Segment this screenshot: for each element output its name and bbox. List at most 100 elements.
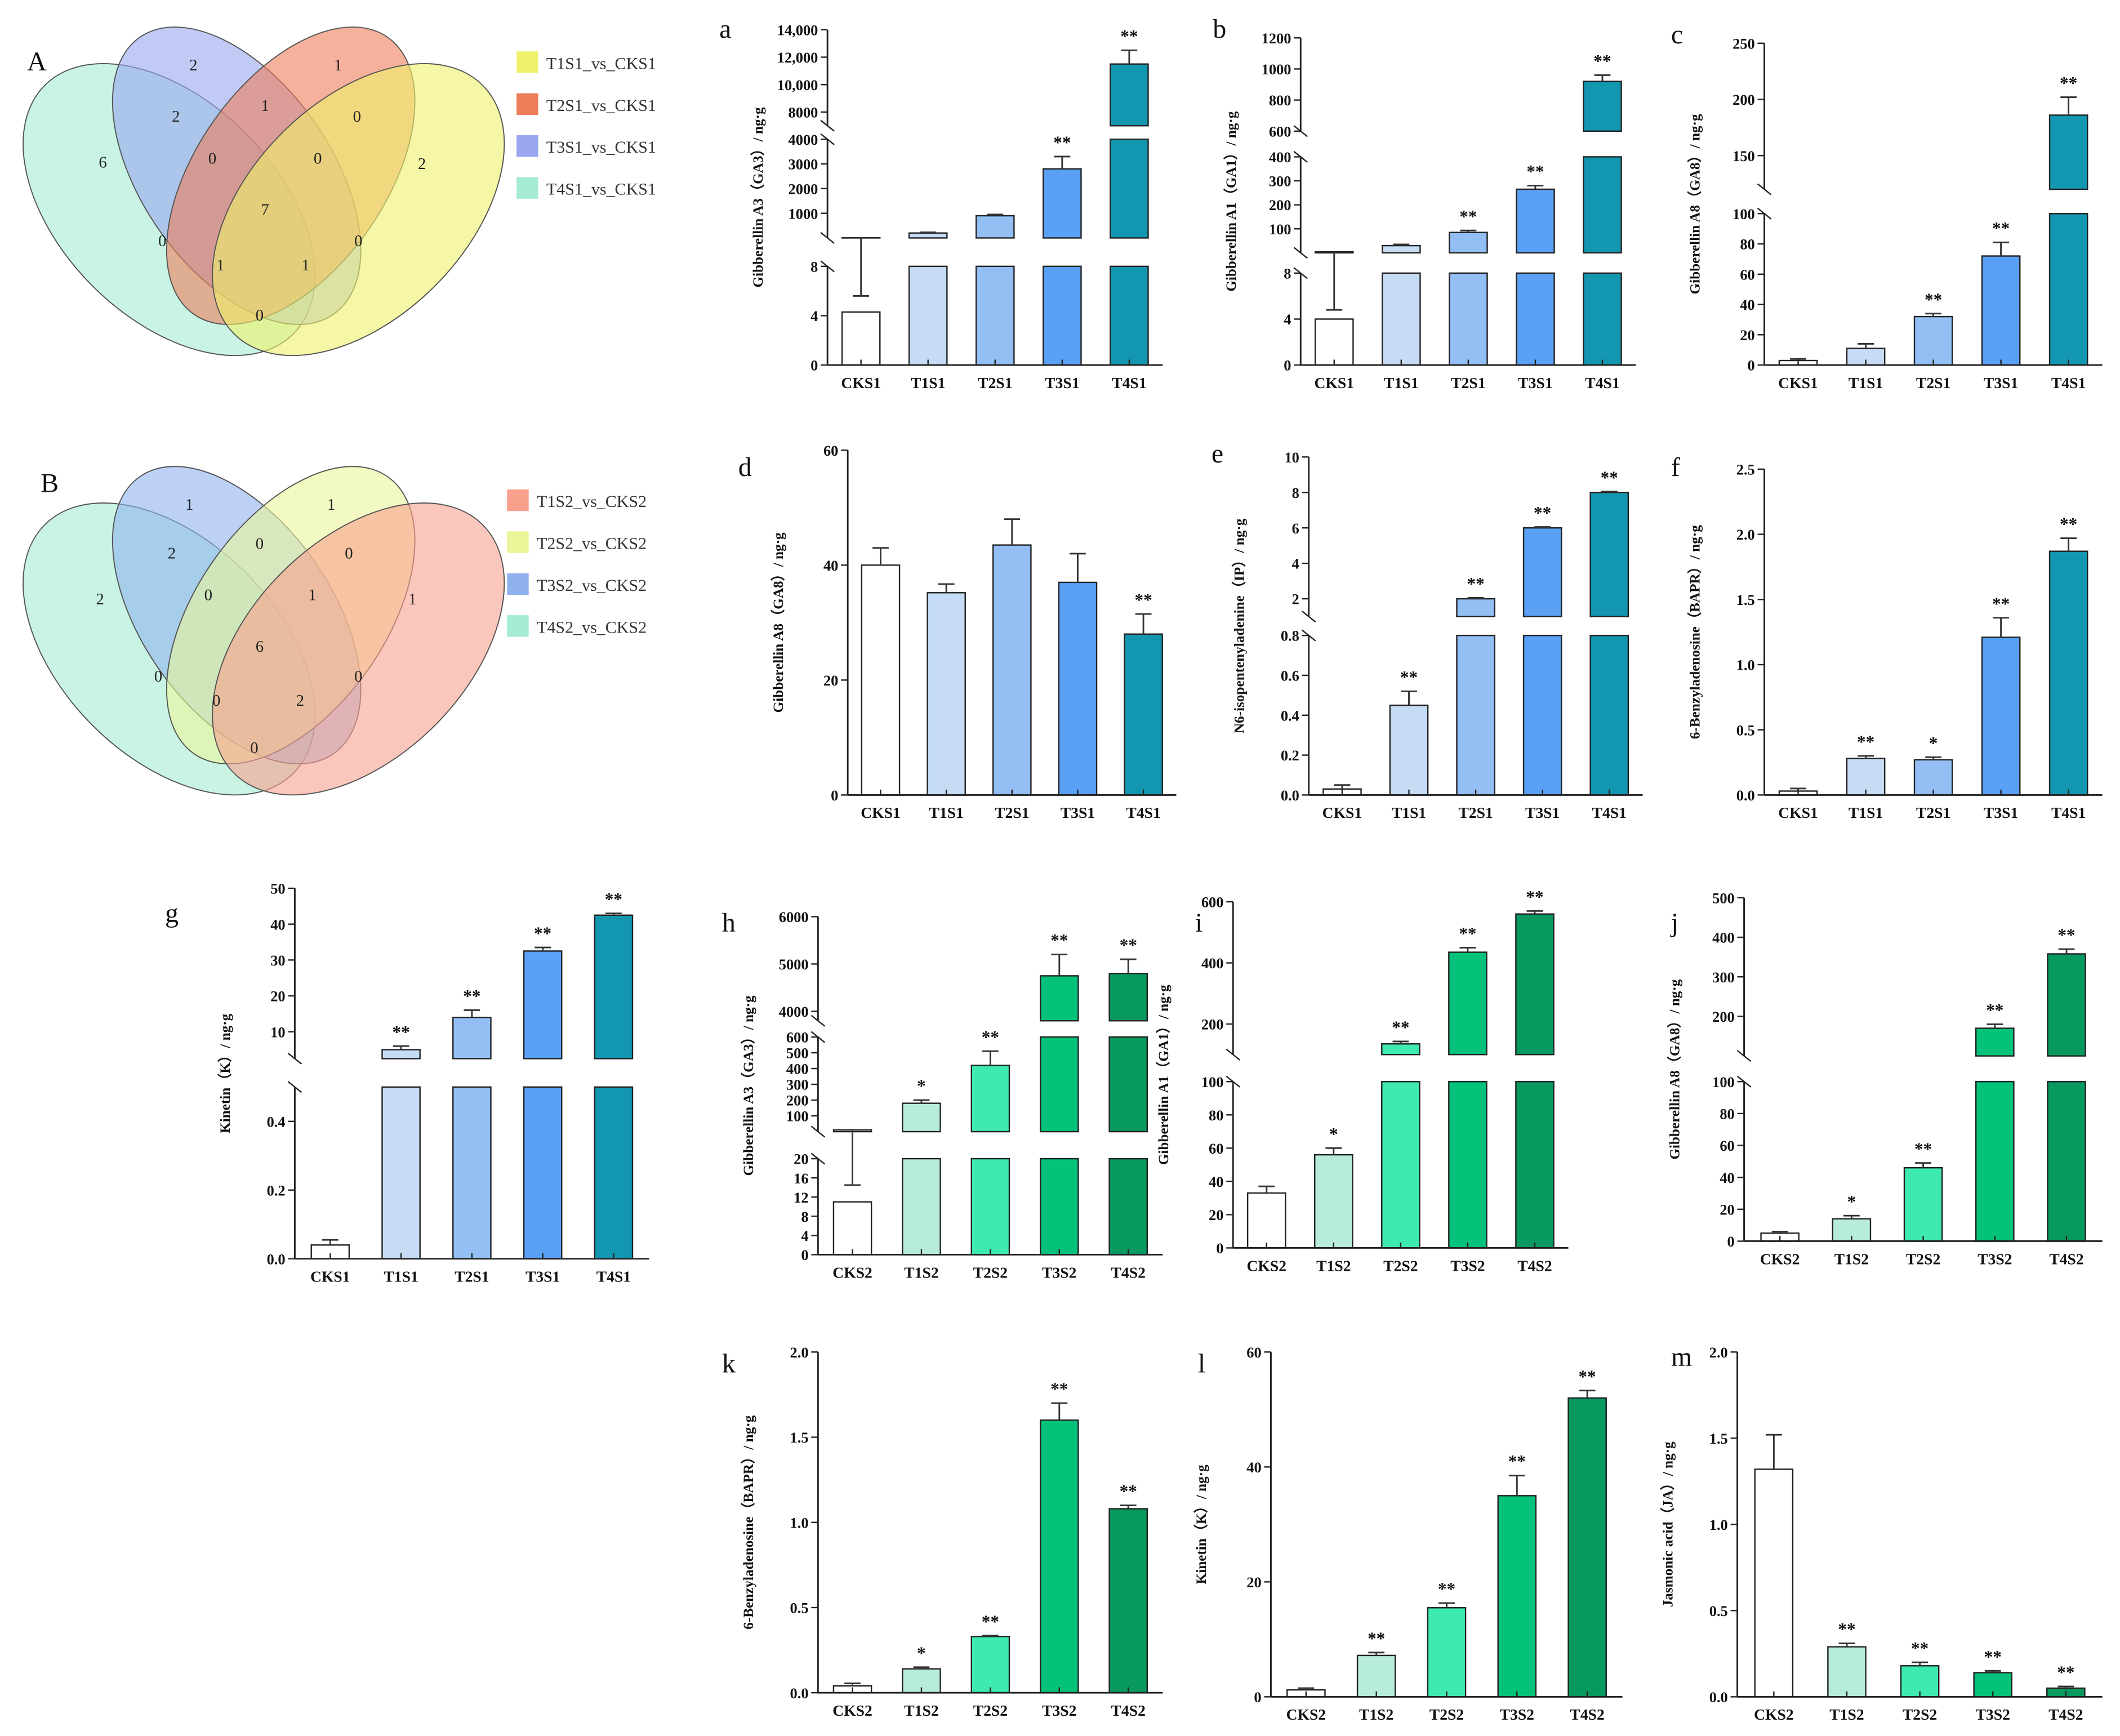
x-tick-label: T2S2 bbox=[1906, 1250, 1940, 1267]
y-tick-label: 10 bbox=[1284, 449, 1299, 466]
bar-chart-m: m CKS2 ** T1S2 ** T2S2 ** T3S2 ** T4S2 0.0 0.5 1.0 1.… bbox=[1659, 1342, 2103, 1723]
venn-region-count: 0 bbox=[256, 306, 264, 324]
venn-region-count: 6 bbox=[256, 638, 264, 656]
significance-marker: ** bbox=[1438, 1579, 1455, 1599]
bar-T3S1: ** bbox=[1522, 503, 1562, 796]
bar-T3S2: ** bbox=[1039, 931, 1079, 1256]
y-tick-label: 8 bbox=[1284, 265, 1291, 282]
legend-label: T4S1_vs_CKS1 bbox=[546, 180, 656, 199]
bar-T3S2: ** bbox=[1973, 1647, 2013, 1698]
y-tick-label: 1.0 bbox=[790, 1514, 809, 1531]
panel-letter: b bbox=[1213, 14, 1226, 44]
y-tick-label: 0.5 bbox=[1736, 722, 1755, 738]
bar-chart-a: a CKS1 T1S1 T2S1 ** T3S1 ** T4S1 0 4 8 1000 2000 3000… bbox=[719, 14, 1163, 391]
x-tick-label: T3S2 bbox=[1042, 1702, 1076, 1719]
y-tick-label: 4000 bbox=[789, 131, 818, 148]
y-axis-label: Gibberellin A8（GA8）/ ng·g bbox=[1686, 114, 1703, 294]
y-tick-label: 0 bbox=[1727, 1233, 1735, 1250]
y-tick-label: 80 bbox=[1740, 236, 1754, 253]
bar-T3S1: ** bbox=[523, 924, 563, 1259]
x-tick-label: T1S2 bbox=[904, 1263, 938, 1281]
axis-break-mark bbox=[1736, 1075, 1752, 1088]
panel-letter: j bbox=[1670, 908, 1678, 938]
axis-break-mark bbox=[820, 260, 835, 273]
x-tick-label: T3S1 bbox=[1518, 374, 1552, 391]
x-tick-label: T1S2 bbox=[904, 1702, 938, 1719]
y-tick-label: 2.5 bbox=[1736, 461, 1755, 478]
y-tick-label: 200 bbox=[1732, 91, 1755, 108]
bar-segment bbox=[1981, 636, 2021, 796]
x-tick-label: T4S2 bbox=[1111, 1263, 1146, 1281]
y-tick-label: 12,000 bbox=[777, 49, 818, 66]
bar-segment bbox=[1981, 255, 2021, 366]
x-tick-label: CKS2 bbox=[832, 1702, 872, 1719]
bar-chart-f: f CKS1 ** T1S1 * T2S1 ** T3S1 ** T4S1 0.0 0.5 1.0 1.5… bbox=[1671, 452, 2103, 821]
y-tick-label: 1000 bbox=[789, 205, 818, 222]
bar-T1S1 bbox=[927, 583, 966, 796]
significance-marker: ** bbox=[1857, 732, 1874, 752]
x-tick-label: CKS1 bbox=[841, 374, 881, 391]
x-tick-label: T2S1 bbox=[1916, 804, 1950, 821]
venn-region-count: 2 bbox=[418, 155, 426, 173]
bar-T4S1: ** bbox=[1124, 590, 1163, 796]
bar-segment bbox=[1108, 973, 1148, 1022]
panel-letter: h bbox=[722, 908, 736, 938]
bar-segment bbox=[1427, 1607, 1467, 1698]
y-tick-label: 400 bbox=[1201, 955, 1224, 972]
y-tick-label: 8000 bbox=[789, 104, 818, 121]
bar-segment bbox=[1108, 1508, 1148, 1694]
y-tick-label: 8 bbox=[810, 258, 818, 275]
x-tick-label: T2S2 bbox=[973, 1702, 1008, 1719]
y-tick-label: 20 bbox=[1720, 1201, 1734, 1218]
significance-marker: ** bbox=[1925, 290, 1942, 309]
bar-T1S1 bbox=[908, 231, 948, 366]
y-tick-label: 400 bbox=[1269, 149, 1291, 166]
y-tick-label: 0.0 bbox=[267, 1250, 286, 1267]
venn-region-count: 1 bbox=[261, 97, 269, 115]
bar-T2S1: ** bbox=[1449, 207, 1488, 366]
significance-marker: ** bbox=[1135, 590, 1152, 610]
y-tick-label: 100 bbox=[1712, 1074, 1735, 1090]
panel-letter: l bbox=[1198, 1348, 1205, 1378]
y-tick-label: 150 bbox=[1732, 148, 1755, 164]
legend-swatch bbox=[507, 531, 529, 553]
bar-segment bbox=[1589, 634, 1629, 796]
bar-chart-g: g CKS1 ** T1S1 ** T2S1 ** T3S1 ** T4S1 0.0 0.2 0.4 10… bbox=[165, 880, 649, 1285]
significance-marker: ** bbox=[1526, 887, 1543, 907]
y-tick-label: 4 bbox=[801, 1227, 808, 1244]
x-tick-label: T4S1 bbox=[1585, 374, 1619, 391]
legend-label: T2S1_vs_CKS1 bbox=[546, 96, 656, 115]
axis-break-mark bbox=[1293, 150, 1308, 163]
venn-region-count: 2 bbox=[189, 56, 197, 74]
panel-letter: d bbox=[738, 452, 752, 482]
significance-marker: ** bbox=[1459, 924, 1476, 943]
x-tick-label: T3S2 bbox=[1500, 1706, 1534, 1723]
bar-T2S1 bbox=[975, 213, 1015, 366]
x-tick-label: CKS2 bbox=[1286, 1706, 1326, 1723]
x-tick-label: T3S2 bbox=[1976, 1706, 2010, 1723]
bar-T1S2: * bbox=[902, 1076, 941, 1256]
venn-region-count: 0 bbox=[154, 667, 162, 686]
x-tick-label: CKS1 bbox=[861, 804, 901, 821]
significance-marker: * bbox=[1329, 1124, 1338, 1144]
y-axis-label: Gibberellin A3（GA3）/ ng·g bbox=[750, 107, 766, 287]
y-axis-label: N6-isopentenyladenine（IP）/ ng·g bbox=[1231, 518, 1247, 733]
bar-CKS1 bbox=[861, 547, 901, 796]
bar-segment bbox=[452, 1086, 492, 1259]
venn-region-count: 2 bbox=[172, 108, 180, 126]
x-tick-label: T2S1 bbox=[455, 1267, 489, 1285]
bar-segment bbox=[908, 232, 948, 239]
x-tick-label: T1S2 bbox=[1829, 1706, 1864, 1723]
y-tick-label: 2 bbox=[1292, 591, 1299, 608]
y-tick-label: 600 bbox=[1201, 894, 1224, 911]
venn-region-count: 1 bbox=[308, 586, 316, 604]
significance-marker: ** bbox=[1050, 1379, 1068, 1399]
bar-segment bbox=[927, 592, 966, 796]
bar-segment bbox=[1039, 1158, 1079, 1256]
y-tick-label: 4000 bbox=[779, 1003, 809, 1020]
bar-T3S1: ** bbox=[1981, 594, 2021, 796]
bar-segment bbox=[2047, 1081, 2086, 1242]
bar-segment bbox=[1567, 1397, 1607, 1698]
x-tick-label: CKS1 bbox=[1778, 804, 1818, 821]
significance-marker: ** bbox=[1526, 162, 1544, 181]
